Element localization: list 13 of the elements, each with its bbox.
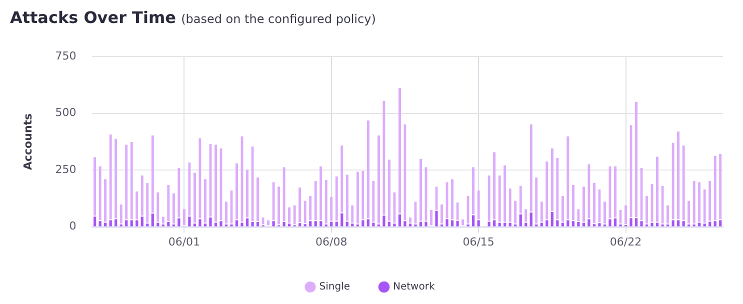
- y-axis-title: Accounts: [21, 112, 34, 170]
- chart-title: Attacks Over Time: [10, 8, 176, 27]
- legend-label: Network: [392, 282, 435, 293]
- y-tick-label: 0: [69, 220, 76, 233]
- x-tick-label: 06/22: [610, 235, 642, 248]
- legend-label: Single: [319, 282, 350, 293]
- y-tick-label: 500: [55, 106, 76, 120]
- y-tick-label: 750: [55, 49, 76, 62]
- x-tick-label: 06/08: [316, 235, 348, 248]
- y-tick-label: 250: [55, 162, 76, 176]
- x-tick-label: 06/01: [168, 235, 200, 248]
- chart-subtitle: (based on the configured policy): [181, 12, 376, 26]
- x-tick-label: 06/15: [462, 235, 494, 248]
